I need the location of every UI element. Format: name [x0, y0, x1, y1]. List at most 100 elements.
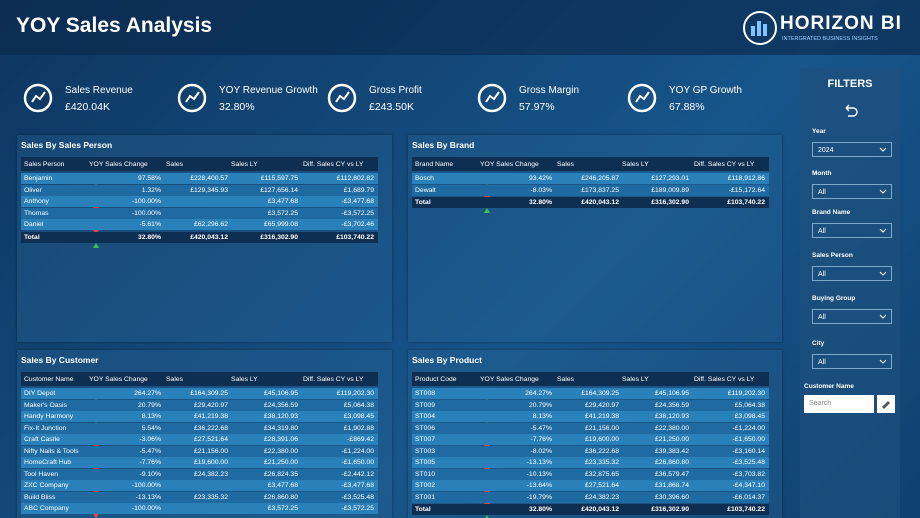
table-cell: -£1,224.00: [732, 424, 765, 432]
trend-down-icon: [93, 222, 99, 235]
table-panel: Sales By Brand Brand Name YOY Sales Change…: [408, 135, 782, 342]
kpi-value: 32.80%: [219, 101, 255, 113]
kpi-label: Gross Margin: [519, 85, 580, 96]
table-cell: 32.80%: [528, 199, 552, 206]
table-row: [21, 480, 378, 491]
column-header: Diff. Sales CY vs LY: [694, 376, 755, 383]
search-box[interactable]: Search: [804, 395, 874, 413]
table-cell: £3,477.68: [267, 198, 298, 205]
column-header: Sales LY: [622, 161, 649, 168]
table-cell: £36,222.68: [584, 447, 619, 455]
table-cell: -£15,172.64: [728, 186, 765, 194]
trend-down-icon: [484, 188, 490, 201]
table-cell: £34,319.80: [263, 424, 298, 432]
column-header: YOY Sales Change: [89, 376, 148, 383]
eraser-button[interactable]: [877, 395, 895, 413]
table-cell: -£3,703.82: [732, 470, 765, 478]
search-placeholder: Search: [809, 400, 832, 407]
table-cell: 1.32%: [141, 186, 161, 194]
filter-dropdown[interactable]: All: [812, 223, 892, 238]
table-cell: Fix-It Junction: [24, 424, 67, 432]
table-row: [21, 503, 378, 514]
table-cell: £30,396.60: [654, 493, 689, 501]
table-cell: £22,380.00: [263, 447, 298, 455]
table-cell: £19,600.00: [193, 459, 228, 466]
table-cell: Maker's Oasis: [24, 401, 67, 409]
table-panel: Sales By Sales Person Sales Person YOY Sal…: [17, 135, 392, 342]
filter-dropdown[interactable]: All: [812, 354, 892, 369]
dropdown-caret: [879, 185, 887, 205]
table-cell: £21,156.00: [584, 424, 619, 432]
table-cell: £420,043.12: [190, 233, 228, 241]
header-row: [412, 157, 769, 171]
table-cell: -100.00%: [131, 482, 161, 489]
table-cell: £21,250.00: [654, 436, 689, 443]
table-title: Sales By Customer: [21, 355, 99, 365]
table-cell: ST010: [415, 470, 436, 478]
table-cell: £115,597.75: [260, 175, 298, 182]
table-cell: £316,302.90: [651, 506, 689, 513]
table-row: [21, 491, 378, 503]
filter-dropdown[interactable]: 2024: [812, 142, 892, 157]
table-row: [21, 219, 378, 230]
table-cell: £24,356.59: [263, 401, 298, 409]
table-cell: £5,064.38: [343, 401, 374, 409]
table-cell: £39,383.42: [654, 447, 689, 455]
table-cell: £119,202.30: [727, 390, 765, 397]
table-row: [412, 388, 769, 399]
table-title: Sales By Sales Person: [21, 140, 113, 150]
table-cell: -100.00%: [131, 505, 161, 512]
table-cell: -19.79%: [526, 493, 552, 501]
table-cell: 264.27%: [134, 390, 161, 397]
back-icon[interactable]: [842, 102, 858, 118]
trend-down-icon: [93, 199, 99, 212]
table-cell: -9.10%: [139, 470, 161, 478]
trend-down-icon: [484, 449, 490, 462]
trend-up-icon: [93, 403, 99, 416]
table-cell: ZXC Company: [24, 482, 69, 489]
table-cell: £3,098.45: [734, 413, 765, 420]
trend-down-icon: [484, 472, 490, 485]
table-cell: -3.06%: [139, 436, 161, 443]
table-cell: ST001: [415, 493, 436, 501]
table-cell: £3,477.68: [267, 482, 298, 489]
table-cell: £316,302.90: [260, 233, 298, 241]
kpi-icon: [176, 82, 208, 114]
table-row: [21, 411, 378, 422]
table-cell: £27,521.64: [193, 436, 228, 443]
table-cell: £31,868.74: [654, 482, 689, 489]
table-cell: 20.79%: [137, 401, 161, 409]
filter-dropdown[interactable]: All: [812, 184, 892, 199]
table-row: [21, 184, 378, 196]
table-row: [21, 468, 378, 480]
table-cell: ST002: [415, 482, 436, 489]
total-row: [412, 504, 769, 515]
table-row: [412, 445, 769, 457]
table-row: [21, 388, 378, 399]
table-cell: Daniel: [24, 221, 44, 228]
table-cell: -5.61%: [139, 221, 161, 228]
table-cell: £164,309.25: [190, 390, 228, 397]
table-row: [21, 422, 378, 434]
table-panel: Sales By Product Product Code YOY Sales Ch…: [408, 350, 782, 518]
table-cell: ABC Company: [24, 505, 69, 512]
table-cell: -13.13%: [526, 459, 552, 466]
table-cell: DIY Depot: [24, 390, 56, 397]
table-cell: -£1,650.00: [341, 459, 374, 466]
table-cell: £28,391.06: [263, 436, 298, 443]
table-cell: £24,382.23: [584, 493, 619, 501]
table-cell: 5.54%: [141, 424, 161, 432]
table-row: [412, 491, 769, 503]
filter-dropdown[interactable]: All: [812, 309, 892, 324]
table-cell: £38,120.93: [654, 413, 689, 420]
trend-up-icon: [93, 391, 99, 404]
table-cell: £173,837.25: [581, 186, 619, 194]
kpi-value: 57.97%: [519, 101, 555, 113]
table-cell: -£3,572.25: [341, 505, 374, 512]
kpi-value: £243.50K: [369, 101, 414, 113]
table-cell: £1,902.88: [343, 424, 374, 432]
filter-dropdown[interactable]: All: [812, 266, 892, 281]
trend-down-icon: [93, 437, 99, 450]
table-cell: £420,043.12: [581, 506, 619, 513]
table-cell: -13.13%: [135, 493, 161, 501]
